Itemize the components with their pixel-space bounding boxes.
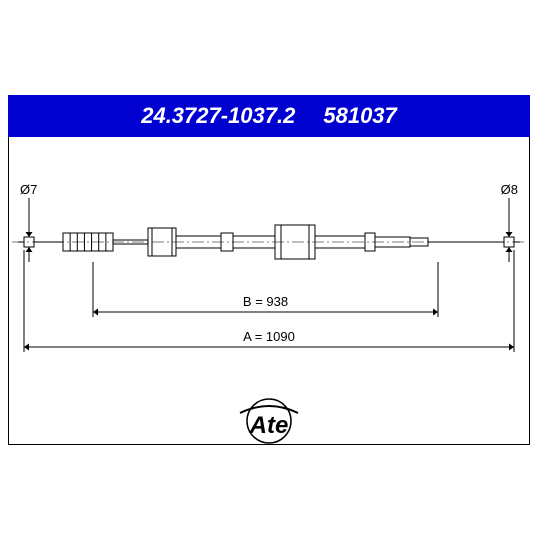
diagram-container: 24.3727-1037.2 581037 Ø7 Ø8 B = 938 A = 109…: [0, 0, 540, 540]
part-number: 24.3727-1037.2: [141, 103, 295, 129]
svg-text:Ø7: Ø7: [20, 182, 37, 197]
svg-text:A = 1090: A = 1090: [243, 329, 295, 344]
svg-text:B = 938: B = 938: [243, 294, 288, 309]
header-bar: 24.3727-1037.2 581037: [8, 95, 530, 137]
drawing-area: Ø7 Ø8 B = 938 A = 1090 Ate: [8, 137, 530, 445]
svg-text:Ø8: Ø8: [501, 182, 518, 197]
brand-logo: Ate: [240, 399, 298, 443]
svg-text:Ate: Ate: [249, 412, 289, 439]
part-code: 581037: [323, 103, 396, 129]
technical-drawing: Ø7 Ø8 B = 938 A = 1090 Ate: [8, 137, 530, 445]
